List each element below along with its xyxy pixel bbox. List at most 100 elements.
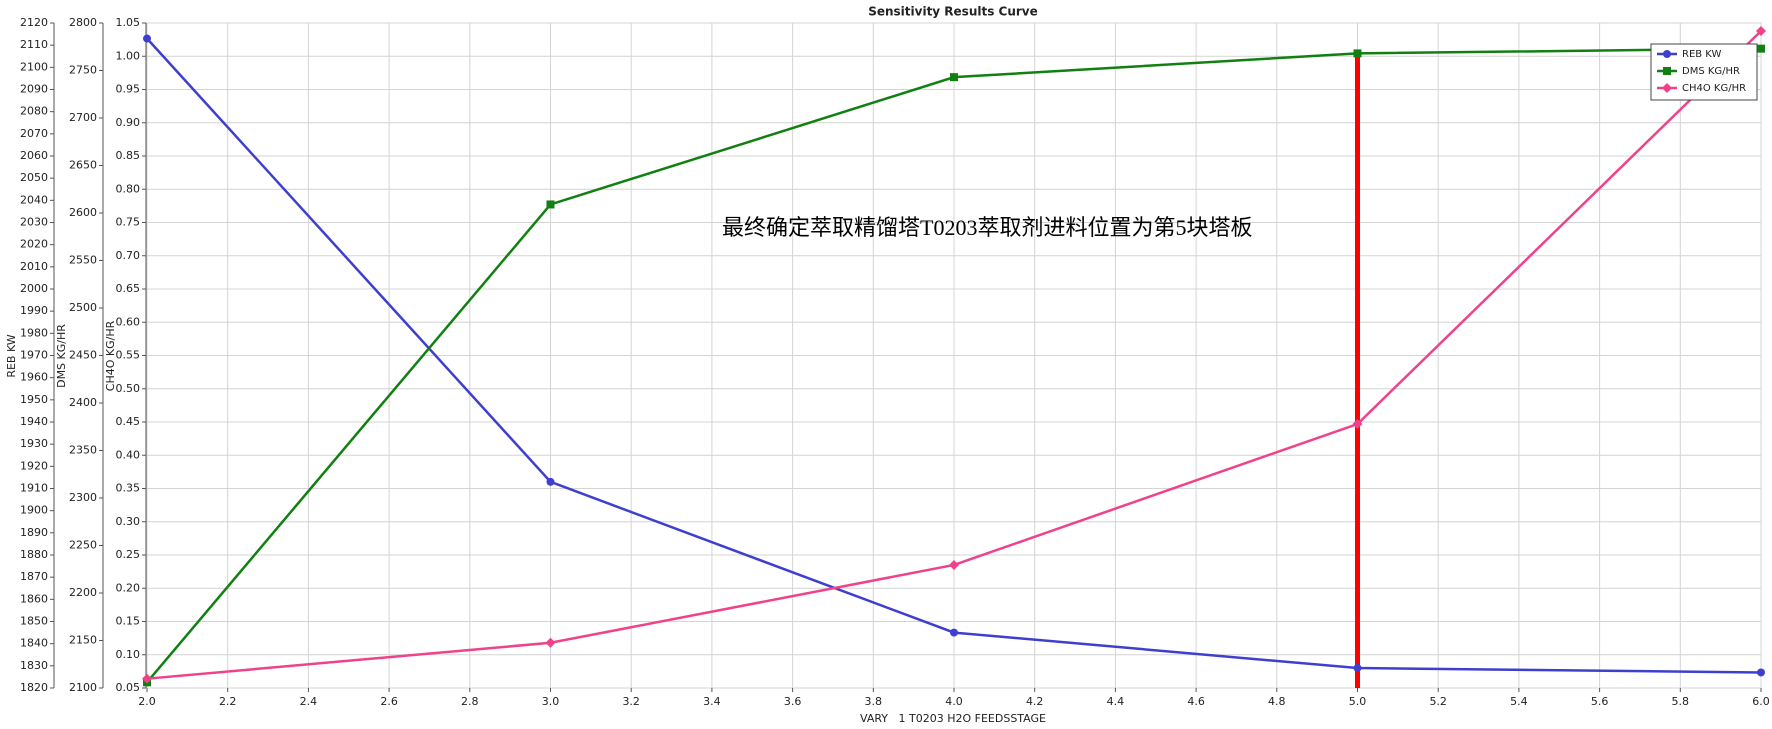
y-tick-label: 2700 [69, 111, 97, 124]
y-tick-label: 1860 [20, 592, 48, 605]
y-tick-label: 2090 [20, 83, 48, 96]
chart-title: Sensitivity Results Curve [868, 5, 1038, 19]
x-tick-label: 6.0 [1752, 695, 1770, 708]
marker [142, 673, 152, 684]
legend-label: DMS KG/HR [1682, 66, 1740, 77]
y-tick-label: 2100 [69, 681, 97, 694]
x-tick-label: 4.8 [1268, 695, 1286, 708]
x-tick-label: 5.2 [1429, 695, 1447, 708]
x-tick-label: 4.0 [945, 695, 963, 708]
y-tick-label: 0.50 [116, 382, 141, 395]
y-tick-label: 2200 [69, 586, 97, 599]
y-tick-label: 2110 [20, 38, 48, 51]
marker [1353, 664, 1362, 673]
marker [546, 200, 555, 209]
y-tick-label: 1870 [20, 570, 48, 583]
y-tick-label: 1850 [20, 615, 48, 628]
x-tick-label: 5.6 [1591, 695, 1609, 708]
y-tick-label: 2750 [69, 64, 97, 77]
x-tick-label: 5.4 [1510, 695, 1528, 708]
y-tick-label: 2350 [69, 444, 97, 457]
marker [1662, 83, 1672, 93]
y-tick-label: 1940 [20, 415, 48, 428]
y-tick-label: 0.95 [116, 83, 141, 96]
annotation: 最终确定萃取精馏塔T0203萃取剂进料位置为第5块塔板 [722, 215, 1252, 240]
x-tick-label: 2.0 [138, 695, 156, 708]
marker [143, 34, 151, 43]
y-tick-label: 0.85 [116, 149, 141, 162]
y3-axis-label: CH4O KG/HR [104, 320, 117, 391]
marker [1663, 50, 1671, 58]
y-tick-label: 0.20 [116, 581, 141, 594]
y-tick-label: 2600 [69, 206, 97, 219]
y-tick-label: 2400 [69, 396, 97, 409]
y-tick-label: 2550 [69, 254, 97, 267]
y-tick-label: 0.25 [116, 548, 141, 561]
y-tick-label: 1960 [20, 371, 48, 384]
y-tick-label: 2100 [20, 60, 48, 73]
y2-axis-label: DMS KG/HR [55, 324, 68, 388]
y-tick-label: 1.00 [116, 49, 141, 62]
marker [1757, 668, 1765, 677]
y-tick-label: 2060 [20, 149, 48, 162]
marker [1353, 49, 1362, 58]
y-tick-label: 2450 [69, 349, 97, 362]
y-tick-label: 1990 [20, 304, 48, 317]
x-tick-label: 3.2 [622, 695, 640, 708]
y-tick-label: 1900 [20, 504, 48, 517]
y-tick-label: 1950 [20, 393, 48, 406]
x-tick-label: 5.8 [1672, 695, 1690, 708]
y-tick-label: 0.40 [116, 448, 141, 461]
y-tick-label: 0.80 [116, 182, 141, 195]
y-tick-label: 1.05 [116, 16, 141, 29]
x-tick-label: 5.0 [1349, 695, 1367, 708]
y-tick-label: 2080 [20, 105, 48, 118]
y-tick-label: 2120 [20, 16, 48, 29]
y-tick-label: 1880 [20, 548, 48, 561]
y-tick-label: 2650 [69, 159, 97, 172]
x-tick-label: 2.2 [219, 695, 237, 708]
marker [1352, 418, 1363, 429]
y-tick-label: 2040 [20, 193, 48, 206]
y-tick-label: 0.90 [116, 116, 141, 129]
x-tick-label: 2.8 [461, 695, 479, 708]
marker [949, 559, 959, 570]
x-tick-label: 4.6 [1187, 695, 1205, 708]
y-tick-label: 0.15 [116, 615, 141, 628]
y-tick-label: 2800 [69, 16, 97, 29]
y-tick-label: 2050 [20, 171, 48, 184]
y-tick-label: 1980 [20, 326, 48, 339]
y-tick-label: 0.05 [116, 681, 141, 694]
y-axis-label: REB KW [5, 334, 18, 377]
x-tick-label: 3.4 [703, 695, 721, 708]
y-tick-label: 0.60 [116, 315, 141, 328]
y-tick-label: 1930 [20, 437, 48, 450]
y-tick-label: 0.75 [116, 216, 141, 229]
y-tick-label: 1830 [20, 659, 48, 672]
y-tick-label: 2030 [20, 216, 48, 229]
x-tick-label: 4.2 [1026, 695, 1044, 708]
y-tick-label: 2150 [69, 634, 97, 647]
y-tick-label: 1820 [20, 681, 48, 694]
y-tick-label: 0.45 [116, 415, 141, 428]
y-tick-label: 2300 [69, 491, 97, 504]
x-tick-label: 2.4 [300, 695, 318, 708]
legend-label: CH4O KG/HR [1682, 83, 1746, 94]
legend-label: REB KW [1682, 49, 1722, 60]
y-tick-label: 1910 [20, 482, 48, 495]
y-tick-label: 1840 [20, 637, 48, 650]
y-tick-label: 2010 [20, 260, 48, 273]
x-tick-label: 2.6 [380, 695, 398, 708]
y-tick-label: 1970 [20, 349, 48, 362]
x-tick-label: 3.6 [784, 695, 802, 708]
y-tick-label: 2070 [20, 127, 48, 140]
x-axis-label: VARY 1 T0203 H2O FEEDSSTAGE [860, 712, 1046, 725]
y-tick-label: 1920 [20, 459, 48, 472]
x-tick-label: 3.0 [542, 695, 560, 708]
marker [1756, 25, 1766, 36]
y-tick-label: 2000 [20, 282, 48, 295]
marker [950, 628, 958, 637]
x-tick-label: 4.4 [1107, 695, 1125, 708]
y-tick-label: 0.30 [116, 515, 141, 528]
